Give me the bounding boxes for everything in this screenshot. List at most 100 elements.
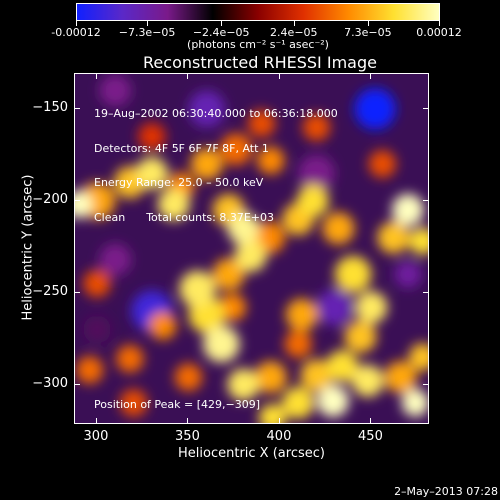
heatmap-blob: [135, 157, 168, 190]
colorbar-tick-label: −2.4e−05: [192, 26, 250, 39]
info-total-counts: Clean Total counts: 8.37E+03: [94, 210, 275, 224]
colorbar-ticks: [76, 21, 440, 26]
heatmap-blob: [234, 239, 267, 272]
heatmap-blob: [282, 386, 315, 419]
y-tick-mark: [74, 199, 80, 201]
x-tick-mark: [278, 418, 280, 424]
heatmap-blob: [83, 315, 111, 344]
heatmap-blob: [75, 356, 104, 384]
heatmap-blob: [302, 113, 331, 142]
colorbar-tick: [293, 21, 295, 26]
heatmap-blob: [99, 243, 132, 276]
heatmap-blob: [179, 270, 216, 308]
datestamp: 2–May–2013 07:28: [394, 485, 498, 498]
x-tick-label: 450: [358, 429, 383, 444]
info-detectors: Detectors: 4F 5F 6F 7F 8F, Att 1: [94, 141, 269, 155]
heatmap-blob: [212, 258, 245, 291]
x-axis-label: Heliocentric X (arcsec): [178, 446, 325, 461]
heatmap-blob: [190, 147, 223, 181]
colorbar-tick-label: 0.00012: [416, 26, 462, 39]
heatmap-blob: [368, 150, 397, 178]
y-tick-mark: [74, 383, 80, 385]
colorbar-tick: [221, 21, 223, 26]
heatmap-blob: [300, 359, 333, 392]
heatmap-blob: [254, 361, 287, 394]
peak-position: Position of Peak = [429,−309]: [94, 398, 261, 411]
plot-area: [74, 73, 429, 424]
heatmap-blob: [116, 345, 144, 373]
heatmap-blob: [326, 350, 359, 383]
x-tick-mark: [187, 418, 189, 424]
colorbar-gradient: [76, 3, 440, 21]
heatmap-blob: [344, 320, 377, 353]
y-axis-label: Heliocentric Y (arcsec): [20, 174, 36, 321]
info-energy-range: Energy Range: 25.0 – 50.0 keV: [94, 176, 264, 189]
heatmap-blob: [355, 291, 388, 324]
heatmap-blob: [220, 133, 252, 166]
colorbar-tick: [439, 21, 440, 26]
heatmap-blob: [119, 389, 148, 417]
y-tick-mark: [423, 199, 429, 201]
heatmap-blob: [394, 260, 422, 289]
x-tick-mark: [370, 73, 372, 79]
x-tick-label: 400: [266, 429, 292, 444]
heatmap-blob: [149, 312, 177, 340]
heatmap-blob: [322, 212, 355, 245]
y-tick-label: −300: [32, 375, 68, 391]
info-time-range: 19–Aug–2002 06:30:40.000 to 06:36:18.000: [94, 107, 338, 120]
heatmap-blob: [188, 90, 226, 128]
heatmap-blob: [138, 122, 166, 151]
colorbar-tick: [147, 21, 149, 26]
heatmap: [75, 74, 428, 423]
x-tick-mark: [95, 418, 97, 424]
heatmap-blob: [316, 289, 354, 326]
colorbar-tick: [367, 21, 369, 26]
heatmap-blob: [174, 363, 203, 392]
colorbar-units: (photons cm⁻² s⁻¹ asec⁻²): [187, 38, 329, 51]
heatmap-blob: [296, 184, 329, 217]
heatmap-blob: [75, 190, 93, 219]
heatmap-blob: [284, 330, 312, 358]
heatmap-blob: [377, 221, 410, 254]
x-tick-mark: [187, 73, 189, 79]
heatmap-blob: [334, 255, 372, 293]
heatmap-blob: [351, 364, 384, 397]
x-tick-label: 350: [175, 429, 200, 444]
y-tick-label: −250: [32, 283, 68, 299]
heatmap-blob: [218, 293, 247, 322]
y-tick-label: −150: [32, 99, 68, 115]
heatmap-blob: [227, 368, 260, 401]
page-title: Reconstructed RHESSI Image: [143, 53, 377, 72]
heatmap-blob: [285, 298, 318, 331]
heatmap-blob: [157, 188, 190, 221]
heatmap-blob: [317, 385, 349, 418]
heatmap-blob: [227, 212, 260, 245]
heatmap-blob: [384, 361, 417, 394]
x-tick-mark: [278, 73, 280, 79]
colorbar-tick-label: 2.4e−05: [270, 26, 318, 39]
y-tick-mark: [423, 107, 429, 109]
heatmap-blob: [83, 269, 111, 298]
colorbar-tick-label: 7.3e−05: [344, 26, 392, 39]
y-tick-mark: [74, 291, 80, 293]
colorbar-tick-label: −7.3e−05: [118, 26, 176, 39]
x-tick-label: 300: [83, 429, 109, 444]
y-tick-mark: [74, 107, 80, 109]
heatmap-blob: [354, 88, 396, 130]
y-tick-label: −200: [32, 191, 68, 207]
x-tick-mark: [95, 73, 97, 79]
y-tick-mark: [423, 291, 429, 293]
colorbar-tick-label: -0.00012: [51, 26, 101, 39]
heatmap-blob: [99, 74, 132, 107]
x-tick-mark: [370, 418, 372, 424]
info-panel: 19–Aug–2002 06:30:40.000 to 06:36:18.000…: [94, 85, 338, 235]
heatmap-blob: [401, 389, 428, 417]
heatmap-blob: [409, 227, 428, 255]
heatmap-blob: [298, 154, 335, 192]
y-tick-mark: [423, 383, 429, 385]
heatmap-blob: [392, 193, 424, 227]
heatmap-blob: [203, 325, 240, 363]
heatmap-blob: [247, 109, 276, 138]
heatmap-blob: [409, 343, 428, 371]
heatmap-blob: [257, 146, 285, 175]
